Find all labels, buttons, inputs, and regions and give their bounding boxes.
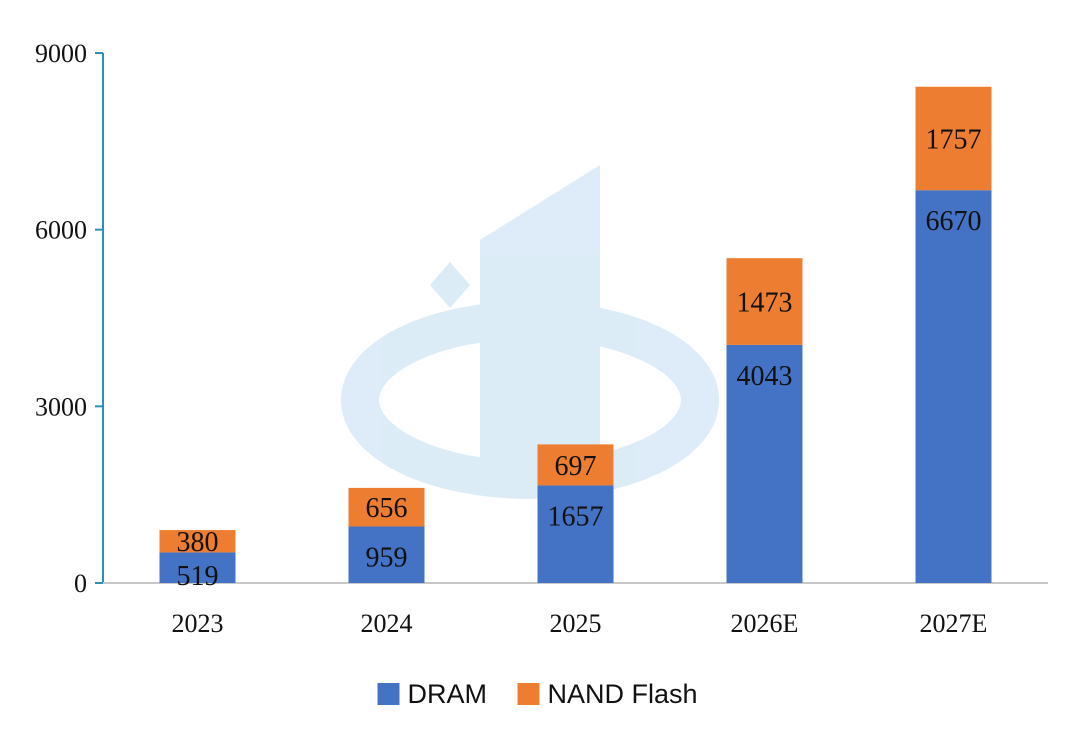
data-label-nand-flash-2024: 656 xyxy=(366,493,408,524)
bar-nand-flash-2026e xyxy=(726,258,803,345)
data-label-nand-flash-2023: 380 xyxy=(177,527,219,558)
watermark-logo xyxy=(341,165,719,499)
legend-swatch-nand-flash xyxy=(517,683,540,705)
bar-nand-flash-2024 xyxy=(348,487,425,527)
data-label-dram-2024: 959 xyxy=(366,543,408,574)
bar-nand-flash-2023 xyxy=(159,530,236,553)
bar-nand-flash-2025 xyxy=(537,444,614,486)
data-label-nand-flash-2026e: 1473 xyxy=(737,288,793,319)
legend-label-dram: DRAM xyxy=(408,679,488,709)
data-label-nand-flash-2025: 697 xyxy=(555,451,597,482)
x-tick-label: 2026E xyxy=(731,609,799,638)
bar-dram-2025 xyxy=(537,485,614,583)
data-label-dram-2023: 519 xyxy=(177,561,219,592)
bar-dram-2027e xyxy=(915,190,992,583)
bar-dram-2023 xyxy=(159,552,236,583)
y-tick-label: 9000 xyxy=(35,39,87,68)
x-tick-label: 2024 xyxy=(361,609,413,638)
data-label-nand-flash-2027e: 1757 xyxy=(926,124,982,155)
data-label-dram-2027e: 6670 xyxy=(926,206,982,237)
legend-label-nand-flash: NAND Flash xyxy=(548,679,698,709)
legend-swatch-dram xyxy=(377,683,400,705)
axes: 0 3000 6000 9000 2023 2024 2025 2026E 2027E xyxy=(35,39,1048,638)
bar-dram-2024 xyxy=(348,526,425,583)
y-tick-label: 0 xyxy=(74,569,87,598)
data-label-dram-2026e: 4043 xyxy=(737,361,793,392)
data-label-dram-2025: 1657 xyxy=(548,501,604,532)
x-tick-label: 2025 xyxy=(550,609,602,638)
y-tick-label: 6000 xyxy=(35,216,87,245)
bar-nand-flash-2027e xyxy=(915,86,992,191)
y-tick-label: 3000 xyxy=(35,392,87,421)
legend: DRAM NAND Flash xyxy=(377,679,698,709)
x-tick-label: 2023 xyxy=(172,609,224,638)
bars xyxy=(159,86,992,583)
bar-dram-2026e xyxy=(726,344,803,583)
x-tick-label: 2027E xyxy=(920,609,988,638)
